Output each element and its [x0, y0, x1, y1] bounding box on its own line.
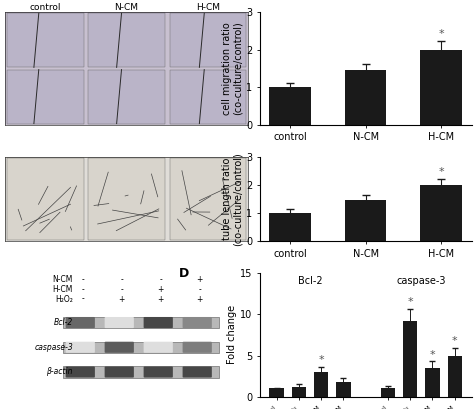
FancyBboxPatch shape	[105, 342, 134, 353]
Bar	[336, 382, 351, 397]
Text: H-CM: H-CM	[53, 285, 73, 294]
FancyBboxPatch shape	[7, 158, 83, 240]
Text: -: -	[82, 285, 84, 294]
FancyBboxPatch shape	[88, 158, 165, 240]
Text: caspase-3: caspase-3	[34, 343, 73, 352]
Text: N-CM: N-CM	[115, 3, 138, 12]
Text: control: control	[29, 3, 61, 12]
FancyBboxPatch shape	[170, 158, 246, 240]
Text: +: +	[157, 294, 164, 303]
FancyBboxPatch shape	[66, 317, 95, 328]
Bar	[292, 387, 306, 397]
Text: H₂O₂: H₂O₂	[55, 294, 73, 303]
FancyBboxPatch shape	[7, 70, 83, 124]
FancyBboxPatch shape	[170, 13, 246, 67]
FancyBboxPatch shape	[144, 366, 173, 378]
Y-axis label: cell migration ratio
(co-culture/control): cell migration ratio (co-culture/control…	[221, 22, 243, 115]
FancyBboxPatch shape	[170, 70, 246, 124]
FancyBboxPatch shape	[63, 317, 219, 328]
Text: -: -	[198, 285, 201, 294]
Bar	[314, 372, 328, 397]
Text: *: *	[452, 337, 457, 346]
Text: +: +	[196, 294, 203, 303]
Y-axis label: Fold change: Fold change	[227, 306, 237, 364]
Bar	[420, 185, 462, 241]
Text: *: *	[408, 297, 413, 307]
Text: *: *	[438, 29, 444, 39]
Y-axis label: tube length ratio
(co-culture/control): tube length ratio (co-culture/control)	[221, 152, 243, 246]
Text: -: -	[82, 294, 84, 303]
FancyBboxPatch shape	[182, 366, 212, 378]
FancyBboxPatch shape	[144, 317, 173, 328]
FancyBboxPatch shape	[105, 317, 134, 328]
Text: +: +	[118, 294, 125, 303]
FancyBboxPatch shape	[88, 13, 165, 67]
Text: D: D	[179, 267, 190, 280]
FancyBboxPatch shape	[7, 13, 83, 67]
Text: -: -	[120, 285, 123, 294]
Bar	[447, 355, 462, 397]
Text: +: +	[157, 285, 164, 294]
Text: H-CM: H-CM	[196, 3, 220, 12]
Bar	[403, 321, 418, 397]
Bar	[381, 389, 395, 397]
Text: -: -	[120, 275, 123, 284]
FancyBboxPatch shape	[63, 342, 219, 353]
Text: *: *	[430, 350, 435, 360]
Bar	[420, 50, 462, 125]
Text: N-CM: N-CM	[53, 275, 73, 284]
Text: caspase-3: caspase-3	[397, 276, 446, 285]
Text: Bcl-2: Bcl-2	[54, 318, 73, 327]
Bar	[345, 200, 386, 241]
FancyBboxPatch shape	[66, 342, 95, 353]
Text: -: -	[82, 275, 84, 284]
Text: *: *	[438, 167, 444, 177]
FancyBboxPatch shape	[144, 342, 173, 353]
FancyBboxPatch shape	[66, 366, 95, 378]
FancyBboxPatch shape	[182, 317, 212, 328]
Bar	[269, 213, 311, 241]
FancyBboxPatch shape	[182, 342, 212, 353]
Bar	[345, 70, 386, 125]
Text: β-actin: β-actin	[46, 368, 73, 377]
Text: +: +	[196, 275, 203, 284]
Bar	[425, 368, 440, 397]
Text: *: *	[319, 355, 324, 365]
Text: Bcl-2: Bcl-2	[298, 276, 322, 285]
FancyBboxPatch shape	[63, 366, 219, 378]
Text: -: -	[159, 275, 162, 284]
Bar	[269, 87, 311, 125]
FancyBboxPatch shape	[105, 366, 134, 378]
FancyBboxPatch shape	[88, 70, 165, 124]
Bar	[269, 389, 284, 397]
